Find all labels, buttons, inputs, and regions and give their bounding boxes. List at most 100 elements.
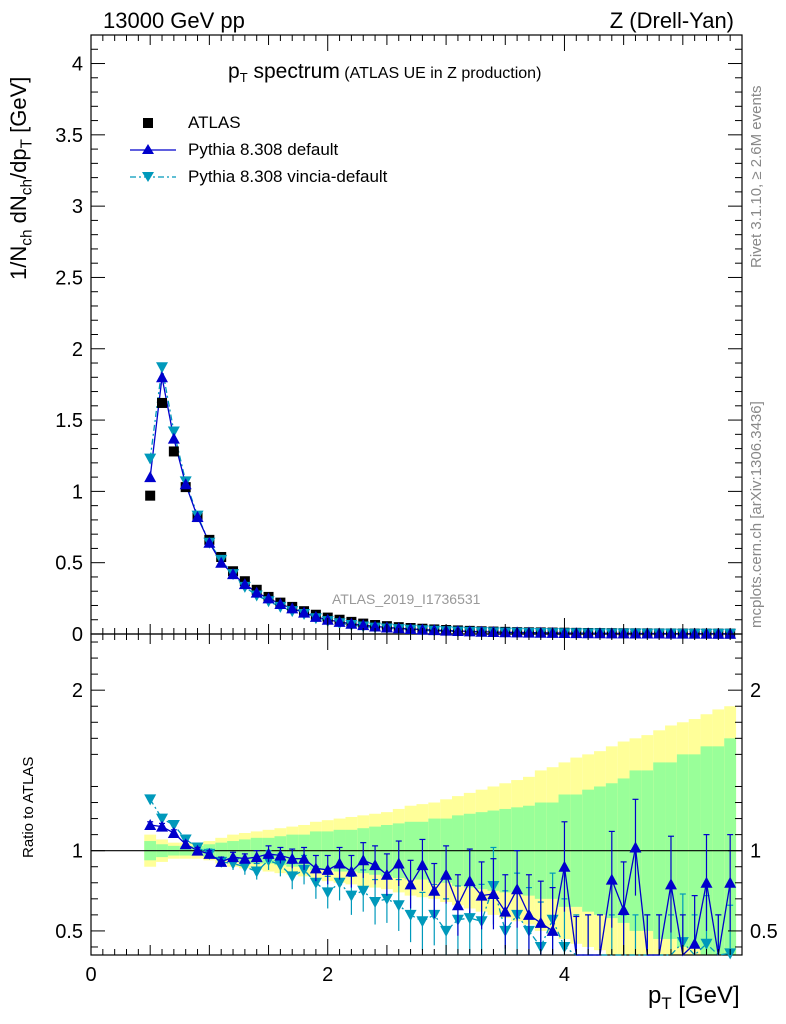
default-spectrum-point xyxy=(191,511,204,523)
legend-label: ATLAS xyxy=(188,113,241,132)
vincia-ratio-point xyxy=(286,871,299,883)
default-ratio-point xyxy=(724,876,737,888)
default-ratio-point xyxy=(700,876,713,888)
vincia-ratio-point xyxy=(700,938,713,950)
legend-label: Pythia 8.308 default xyxy=(188,140,339,159)
top-y-tick-label: 3 xyxy=(72,196,83,218)
default-ratio-point xyxy=(522,908,535,920)
top-y-axis-label: 1/Nch dNch/dpT [GeV] xyxy=(6,77,36,280)
xlabel-sub: T xyxy=(661,993,672,1013)
square-marker-icon xyxy=(143,118,153,128)
vincia-ratio-line xyxy=(149,798,731,956)
vincia-ratio-point xyxy=(345,890,358,902)
default-ratio-point xyxy=(227,851,240,863)
ylabel-part: 1/N xyxy=(6,245,31,280)
default-spectrum-point xyxy=(274,598,287,610)
default-ratio-point xyxy=(203,847,216,859)
default-ratio-point xyxy=(617,904,630,916)
top-y-tick-label: 0.5 xyxy=(55,553,83,575)
default-spectrum-point xyxy=(298,606,311,618)
default-ratio-point xyxy=(629,841,642,853)
axis-ticks: 00.511.522.533.540 2 40.5 0.51 12 2 xyxy=(55,35,778,986)
vincia-ratio-point xyxy=(369,897,382,909)
default-spectrum-point xyxy=(357,619,370,631)
vincia-ratio-point xyxy=(156,813,169,825)
default-ratio-point xyxy=(298,852,311,864)
vincia-ratio-point xyxy=(333,877,346,889)
vincia-ratio-point xyxy=(274,860,287,872)
default-spectrum-point xyxy=(345,617,358,629)
vincia-spectrum-point xyxy=(156,362,169,374)
bottom-y-tick-label: 1 xyxy=(72,841,83,863)
default-ratio-point xyxy=(215,855,228,867)
default-ratio-point xyxy=(345,865,358,877)
vincia-ratio-point xyxy=(309,877,322,889)
ylabel-sub: ch xyxy=(18,178,36,196)
default-ratio-point xyxy=(380,868,393,880)
mcplots-label: mcplots.cern.ch [arXiv:1306.3436] xyxy=(748,401,765,628)
top-y-tick-label: 1 xyxy=(72,481,83,503)
x-tick-label: 2 xyxy=(322,964,333,986)
default-ratio-point xyxy=(156,820,169,832)
plot-title: pT spectrum (ATLAS UE in Z production) xyxy=(228,60,541,85)
top-y-tick-label: 3.5 xyxy=(55,125,83,147)
default-ratio-point xyxy=(179,838,192,850)
default-ratio-point xyxy=(440,868,453,880)
ylabel-part: [GeV] xyxy=(6,76,31,139)
default-ratio-point xyxy=(357,854,370,866)
triangle-up-marker-icon xyxy=(130,144,176,154)
default-ratio-point xyxy=(274,849,287,861)
default-ratio-point xyxy=(404,878,417,890)
default-spectrum-point xyxy=(144,471,157,483)
ratio-series xyxy=(144,794,737,960)
default-ratio-point xyxy=(333,857,346,869)
default-ratio-point xyxy=(463,875,476,887)
x-tick-label: 4 xyxy=(559,964,570,986)
default-spectrum-point xyxy=(203,536,216,548)
default-spectrum-point xyxy=(215,556,228,568)
default-ratio-point xyxy=(688,937,701,949)
atlas-data-point xyxy=(145,490,156,501)
header-right: Z (Drell-Yan) xyxy=(609,8,734,33)
default-ratio-point xyxy=(546,924,559,936)
xlabel-part: p xyxy=(648,982,662,1009)
default-spectrum-point xyxy=(227,568,240,580)
vincia-ratio-point xyxy=(463,913,476,925)
bottom-y-tick-label: 2 xyxy=(72,680,83,702)
default-ratio-point xyxy=(286,852,299,864)
vincia-spectrum-point xyxy=(167,426,180,438)
ylabel-part: dN xyxy=(6,195,31,230)
title-p: p xyxy=(228,60,240,83)
title-rest: spectrum xyxy=(247,60,340,83)
bottom-y-tick-label-right: 0.5 xyxy=(750,921,778,943)
default-spectrum-point xyxy=(179,478,192,490)
atlas-data-point xyxy=(168,446,179,457)
vincia-ratio-point xyxy=(440,925,453,937)
top-y-tick-label: 0 xyxy=(72,624,83,646)
default-spectrum-point xyxy=(167,432,180,444)
default-ratio-point xyxy=(191,844,204,856)
xlabel-part: [GeV] xyxy=(671,982,740,1009)
title-suffix: (ATLAS UE in Z production) xyxy=(344,65,542,82)
bottom-y-tick-label-right: 2 xyxy=(750,680,761,702)
default-ratio-point xyxy=(451,899,464,911)
vincia-spectrum-point xyxy=(144,453,157,465)
default-spectrum-point xyxy=(262,592,275,604)
default-spectrum-point xyxy=(369,620,382,632)
default-ratio-point xyxy=(392,857,405,869)
ylabel-sub: T xyxy=(18,138,36,149)
bottom-y-axis-label: Ratio to ATLAS xyxy=(20,756,37,858)
default-spectrum-point xyxy=(333,615,346,627)
default-ratio-point xyxy=(238,852,251,864)
default-spectrum-point xyxy=(286,602,299,614)
legend-label: Pythia 8.308 vincia-default xyxy=(188,167,388,186)
vincia-ratio-point xyxy=(238,861,251,873)
default-ratio-point xyxy=(167,827,180,839)
default-ratio-point xyxy=(511,883,524,895)
ylabel-sub: ch xyxy=(18,229,36,246)
default-ratio-point xyxy=(250,851,263,863)
default-ratio-point xyxy=(534,916,547,928)
ylabel-part: /dp xyxy=(6,148,31,179)
default-spectrum-point xyxy=(309,610,322,622)
default-ratio-point xyxy=(487,888,500,900)
